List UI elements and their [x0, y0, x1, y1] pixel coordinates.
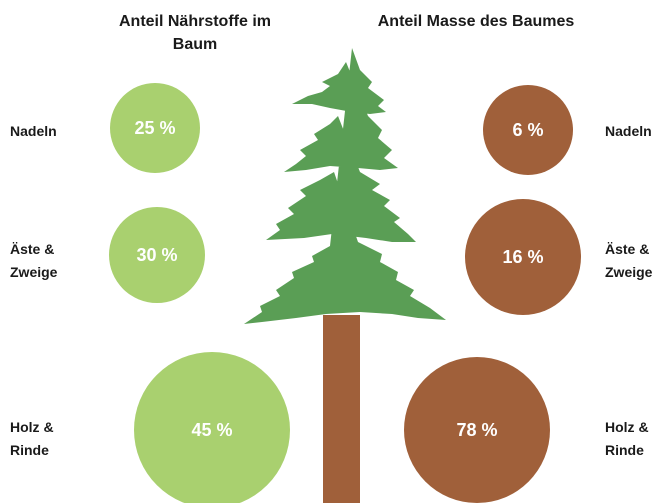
column-title: Anteil Masse des Baumes — [376, 10, 576, 33]
category-label: Holz & Rinde — [605, 416, 660, 462]
value-label: 25 % — [134, 118, 175, 138]
value-label: 6 % — [512, 120, 543, 140]
tree-crown — [244, 48, 446, 324]
category-label: Nadeln — [605, 120, 660, 143]
value-label: 16 % — [502, 247, 543, 267]
value-label: 78 % — [456, 420, 497, 440]
category-label: Holz & Rinde — [10, 416, 66, 462]
infographic: 25 % 30 % 45 % 6 % 16 % 78 % Anteil Nährstoff… — [0, 0, 660, 503]
tree-trunk — [323, 315, 360, 503]
value-label: 30 % — [136, 245, 177, 265]
value-label: 45 % — [191, 420, 232, 440]
category-label: Äste & Zweige — [605, 238, 660, 284]
category-label: Äste & Zweige — [10, 238, 66, 284]
column-title: Anteil Nährstoffe im Baum — [95, 10, 295, 56]
category-label: Nadeln — [10, 120, 66, 143]
chart: 25 % 30 % 45 % 6 % 16 % 78 % — [0, 0, 660, 503]
